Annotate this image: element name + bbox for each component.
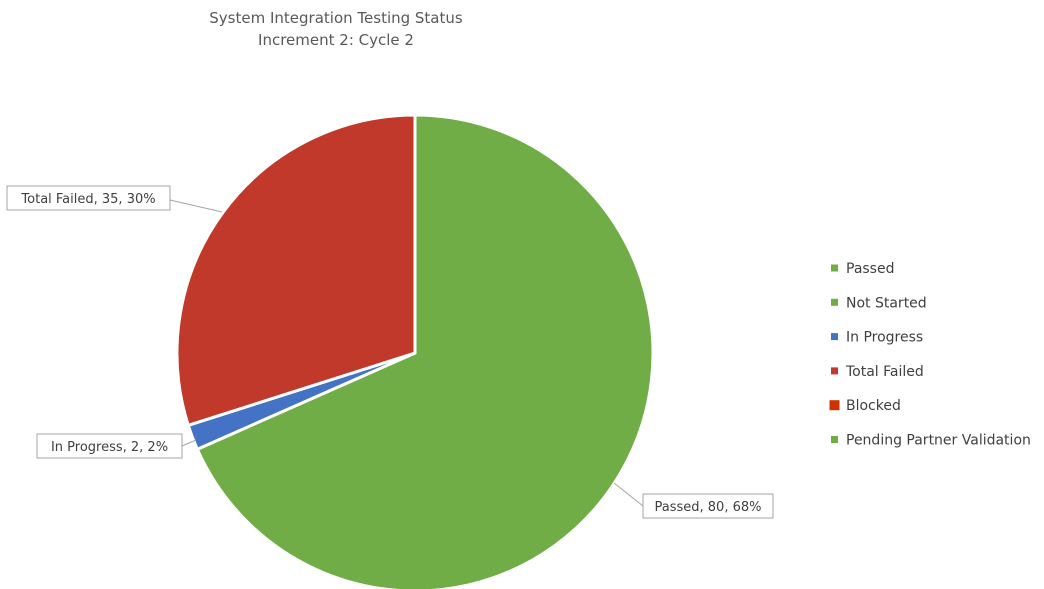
- legend-label-passed: Passed: [846, 261, 894, 277]
- legend-swatch-total-failed: [831, 367, 838, 375]
- legend-item-total-failed: Total Failed: [831, 364, 924, 380]
- pie-slice-total-failed: [175, 113, 417, 427]
- chart-title-line-2: Increment 2: Cycle 2: [258, 31, 414, 49]
- data-label-box-in-progress: [36, 433, 183, 459]
- legend-swatch-blocked: [829, 400, 840, 411]
- data-label-box-total-failed: [6, 185, 171, 211]
- legend-item-passed: Passed: [831, 261, 894, 277]
- legend-label-in-progress: In Progress: [846, 330, 923, 346]
- legend-item-pending-partner-validation: Pending Partner Validation: [831, 433, 1031, 449]
- legend-label-not-started: Not Started: [846, 295, 927, 311]
- leader-line-passed: [613, 482, 644, 507]
- legend-swatch-not-started: [831, 298, 838, 306]
- data-label-text-passed: Passed, 80, 68%: [655, 500, 762, 515]
- data-label-text-in-progress: In Progress, 2, 2%: [51, 440, 168, 455]
- legend-item-not-started: Not Started: [831, 295, 927, 311]
- data-labels: Passed, 80, 68% In Progress, 2, 2% Total F…: [6, 185, 774, 519]
- pie-slices: [175, 113, 655, 589]
- legend-item-in-progress: In Progress: [831, 330, 923, 346]
- data-label-in-progress: In Progress, 2, 2%: [36, 433, 197, 459]
- data-label-text-total-failed: Total Failed, 35, 30%: [20, 192, 155, 207]
- legend-swatch-pending-partner-validation: [831, 436, 838, 443]
- legend-swatch-passed: [831, 264, 838, 272]
- data-label-total-failed: Total Failed, 35, 30%: [6, 185, 223, 213]
- legend-swatch-in-progress: [831, 333, 838, 341]
- data-label-box-passed: [642, 493, 774, 519]
- chart-title: System Integration Testing Status Increm…: [209, 9, 463, 49]
- leader-line-in-progress: [181, 439, 197, 447]
- legend-label-pending-partner-validation: Pending Partner Validation: [846, 433, 1031, 449]
- data-label-passed: Passed, 80, 68%: [613, 482, 774, 519]
- legend-item-blocked: Blocked: [829, 398, 901, 414]
- legend: Passed Not Started In Progress Total Failed…: [829, 261, 1031, 449]
- legend-label-blocked: Blocked: [846, 398, 901, 414]
- leader-line-total-failed: [169, 199, 223, 213]
- chart-title-line-1: System Integration Testing Status: [209, 9, 463, 27]
- legend-label-total-failed: Total Failed: [845, 364, 924, 380]
